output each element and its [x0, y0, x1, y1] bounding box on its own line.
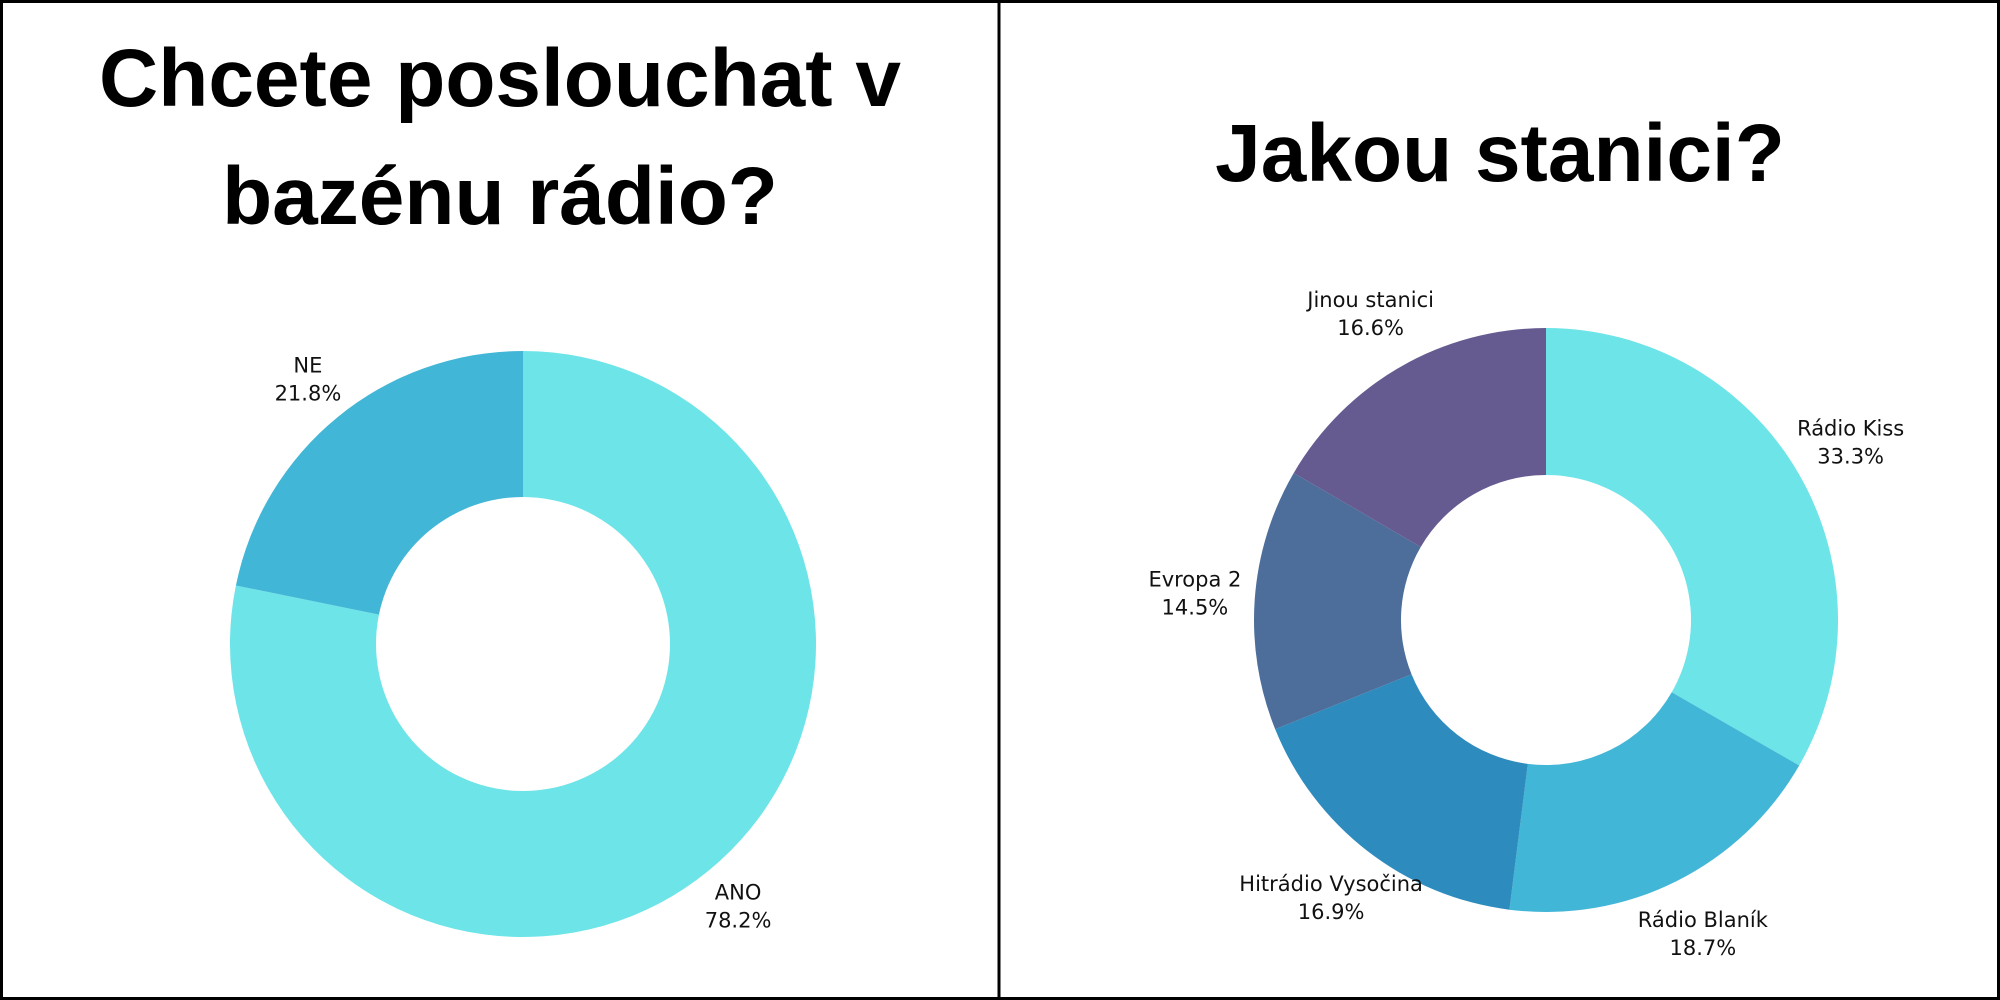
value-label: 21.8% [275, 382, 342, 406]
value-label: 14.5% [1162, 596, 1229, 620]
value-label: 78.2% [705, 908, 772, 932]
chart-title: Chcete poslouchat v bazénu rádio? [99, 33, 901, 242]
slice [230, 351, 816, 938]
slice [1293, 328, 1546, 547]
chart-title: Jakou stanici? [1215, 108, 1785, 199]
slice [1275, 674, 1528, 910]
value-label: 16.9% [1298, 900, 1365, 924]
value-label: 33.3% [1817, 445, 1884, 469]
slice-label: Jinou stanici [1305, 288, 1434, 312]
slice-label: Rádio Blaník [1638, 908, 1769, 932]
slice [1254, 472, 1421, 730]
slice-label: Hitrádio Vysočina [1239, 872, 1423, 896]
value-label: 18.7% [1669, 936, 1736, 960]
slice [235, 351, 523, 615]
slice [1546, 328, 1839, 766]
slice-label: Evropa 2 [1148, 568, 1241, 592]
slice-label: NE [293, 354, 322, 378]
value-label: 16.6% [1337, 316, 1404, 340]
slice [1509, 692, 1800, 912]
slice-label: ANO [715, 880, 762, 904]
slice-label: Rádio Kiss [1797, 417, 1904, 441]
